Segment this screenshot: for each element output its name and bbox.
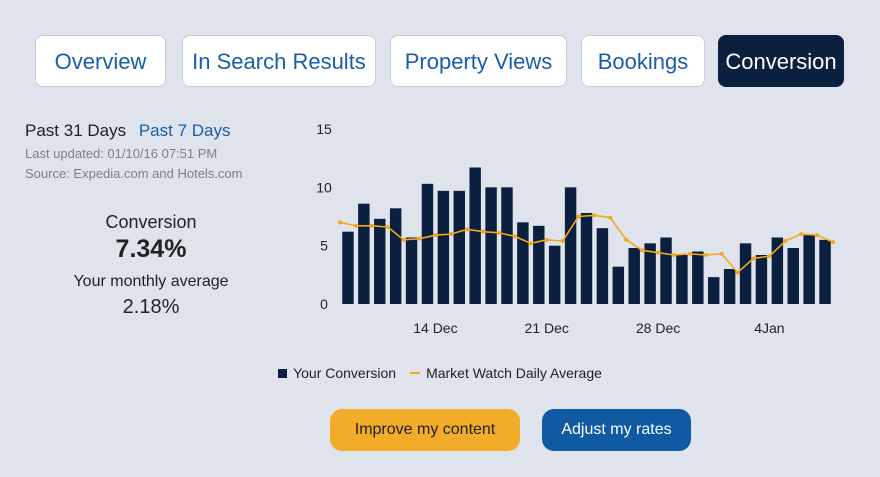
y-tick-label: 10 <box>316 179 332 195</box>
bar-your-conversion <box>453 190 465 304</box>
point-market-watch <box>687 251 692 256</box>
point-market-watch <box>576 214 581 219</box>
point-market-watch <box>369 223 374 228</box>
point-market-watch <box>544 237 549 242</box>
bar-your-conversion <box>517 222 529 304</box>
point-market-watch <box>671 253 676 257</box>
metric-value: 7.34% <box>115 235 187 263</box>
data-source: Source: Expedia.com and Hotels.com <box>25 166 243 181</box>
bar-your-conversion <box>708 277 720 304</box>
period-past-7-days-link[interactable]: Past 7 Days <box>138 121 231 140</box>
point-market-watch <box>719 251 724 256</box>
metric-title: Conversion <box>105 212 197 232</box>
tab-bar: Overview In Search Results Property View… <box>0 35 880 89</box>
point-market-watch <box>449 232 454 236</box>
tab-property-views[interactable]: Property Views <box>390 35 567 87</box>
point-market-watch <box>417 236 422 241</box>
tab-in-search-results[interactable]: In Search Results <box>182 35 376 87</box>
period-selector: Past 31 Days Past 7 Days <box>25 121 231 141</box>
legend-bar-swatch <box>278 369 288 378</box>
bar-your-conversion <box>612 266 625 304</box>
bar-your-conversion <box>533 225 545 304</box>
adjust-rates-button[interactable]: Adjust my rates <box>542 409 691 451</box>
point-market-watch <box>703 253 708 257</box>
bar-your-conversion <box>437 190 450 304</box>
chart-legend: Your Conversion Market Watch Daily Averag… <box>0 365 880 381</box>
bar-your-conversion <box>342 231 354 304</box>
point-market-watch <box>624 237 629 242</box>
point-market-watch <box>512 234 517 239</box>
bar-your-conversion <box>469 167 481 304</box>
bar-your-conversion <box>723 269 736 304</box>
bar-your-conversion <box>564 187 577 304</box>
bar-your-conversion <box>405 237 418 304</box>
tab-bookings[interactable]: Bookings <box>581 35 705 87</box>
point-market-watch <box>608 215 613 220</box>
point-market-watch <box>528 241 533 246</box>
point-market-watch <box>815 233 820 238</box>
point-market-watch <box>465 227 470 232</box>
bar-your-conversion <box>755 255 768 304</box>
bar-your-conversion <box>660 237 672 304</box>
x-tick-label: 21 Dec <box>525 320 569 336</box>
bar-your-conversion <box>501 187 513 304</box>
bar-your-conversion <box>580 213 593 304</box>
period-current: Past 31 Days <box>25 121 127 140</box>
y-tick-label: 5 <box>320 238 328 254</box>
point-market-watch <box>735 270 740 275</box>
legend-line-swatch <box>410 372 421 374</box>
y-tick-label: 15 <box>316 121 332 137</box>
monthly-average-value: 2.18% <box>122 296 180 318</box>
point-market-watch <box>353 223 358 228</box>
x-tick-label: 4Jan <box>754 320 784 336</box>
point-market-watch <box>799 232 804 236</box>
bar-your-conversion <box>803 235 815 304</box>
legend-line-label: Market Watch Daily Average <box>426 365 602 381</box>
line-market-watch <box>339 214 834 274</box>
bar-your-conversion <box>421 183 434 304</box>
bar-your-conversion <box>548 245 561 304</box>
bar-your-conversion <box>739 243 752 304</box>
last-updated: Last updated: 01/10/16 07:51 PM <box>25 146 218 161</box>
bar-your-conversion <box>374 218 386 304</box>
point-market-watch <box>640 248 645 253</box>
point-market-watch <box>560 239 565 243</box>
point-market-watch <box>656 250 661 255</box>
bar-your-conversion <box>485 187 497 304</box>
bar-your-conversion <box>628 248 640 304</box>
point-market-watch <box>433 233 438 238</box>
point-market-watch <box>767 254 772 259</box>
bar-your-conversion <box>787 248 799 304</box>
legend-bar-label: Your Conversion <box>293 365 397 381</box>
improve-content-button[interactable]: Improve my content <box>330 409 520 451</box>
bar-your-conversion <box>358 203 370 304</box>
bar-your-conversion <box>692 251 704 304</box>
point-market-watch <box>783 239 788 243</box>
bar-your-conversion <box>596 228 609 304</box>
bar-your-conversion <box>819 239 831 304</box>
bar-your-conversion <box>644 243 656 304</box>
tab-conversion[interactable]: Conversion <box>718 35 844 87</box>
point-market-watch <box>338 220 342 225</box>
point-market-watch <box>385 225 390 229</box>
point-market-watch <box>481 229 486 234</box>
point-market-watch <box>751 256 756 261</box>
point-market-watch <box>592 213 597 218</box>
y-tick-label: 0 <box>320 296 328 312</box>
monthly-average-label: Your monthly average <box>73 273 229 290</box>
conversion-chart: 0 5 10 15 14 Dec 21 Dec 28 Dec 4Jan <box>316 121 835 336</box>
point-market-watch <box>401 237 406 242</box>
tab-overview[interactable]: Overview <box>35 35 166 87</box>
bar-your-conversion <box>676 255 688 304</box>
point-market-watch <box>831 240 835 245</box>
bar-your-conversion <box>389 208 402 304</box>
bar-your-conversion <box>771 237 784 304</box>
x-tick-label: 14 Dec <box>413 320 457 336</box>
x-tick-label: 28 Dec <box>636 320 680 336</box>
point-market-watch <box>497 230 502 235</box>
